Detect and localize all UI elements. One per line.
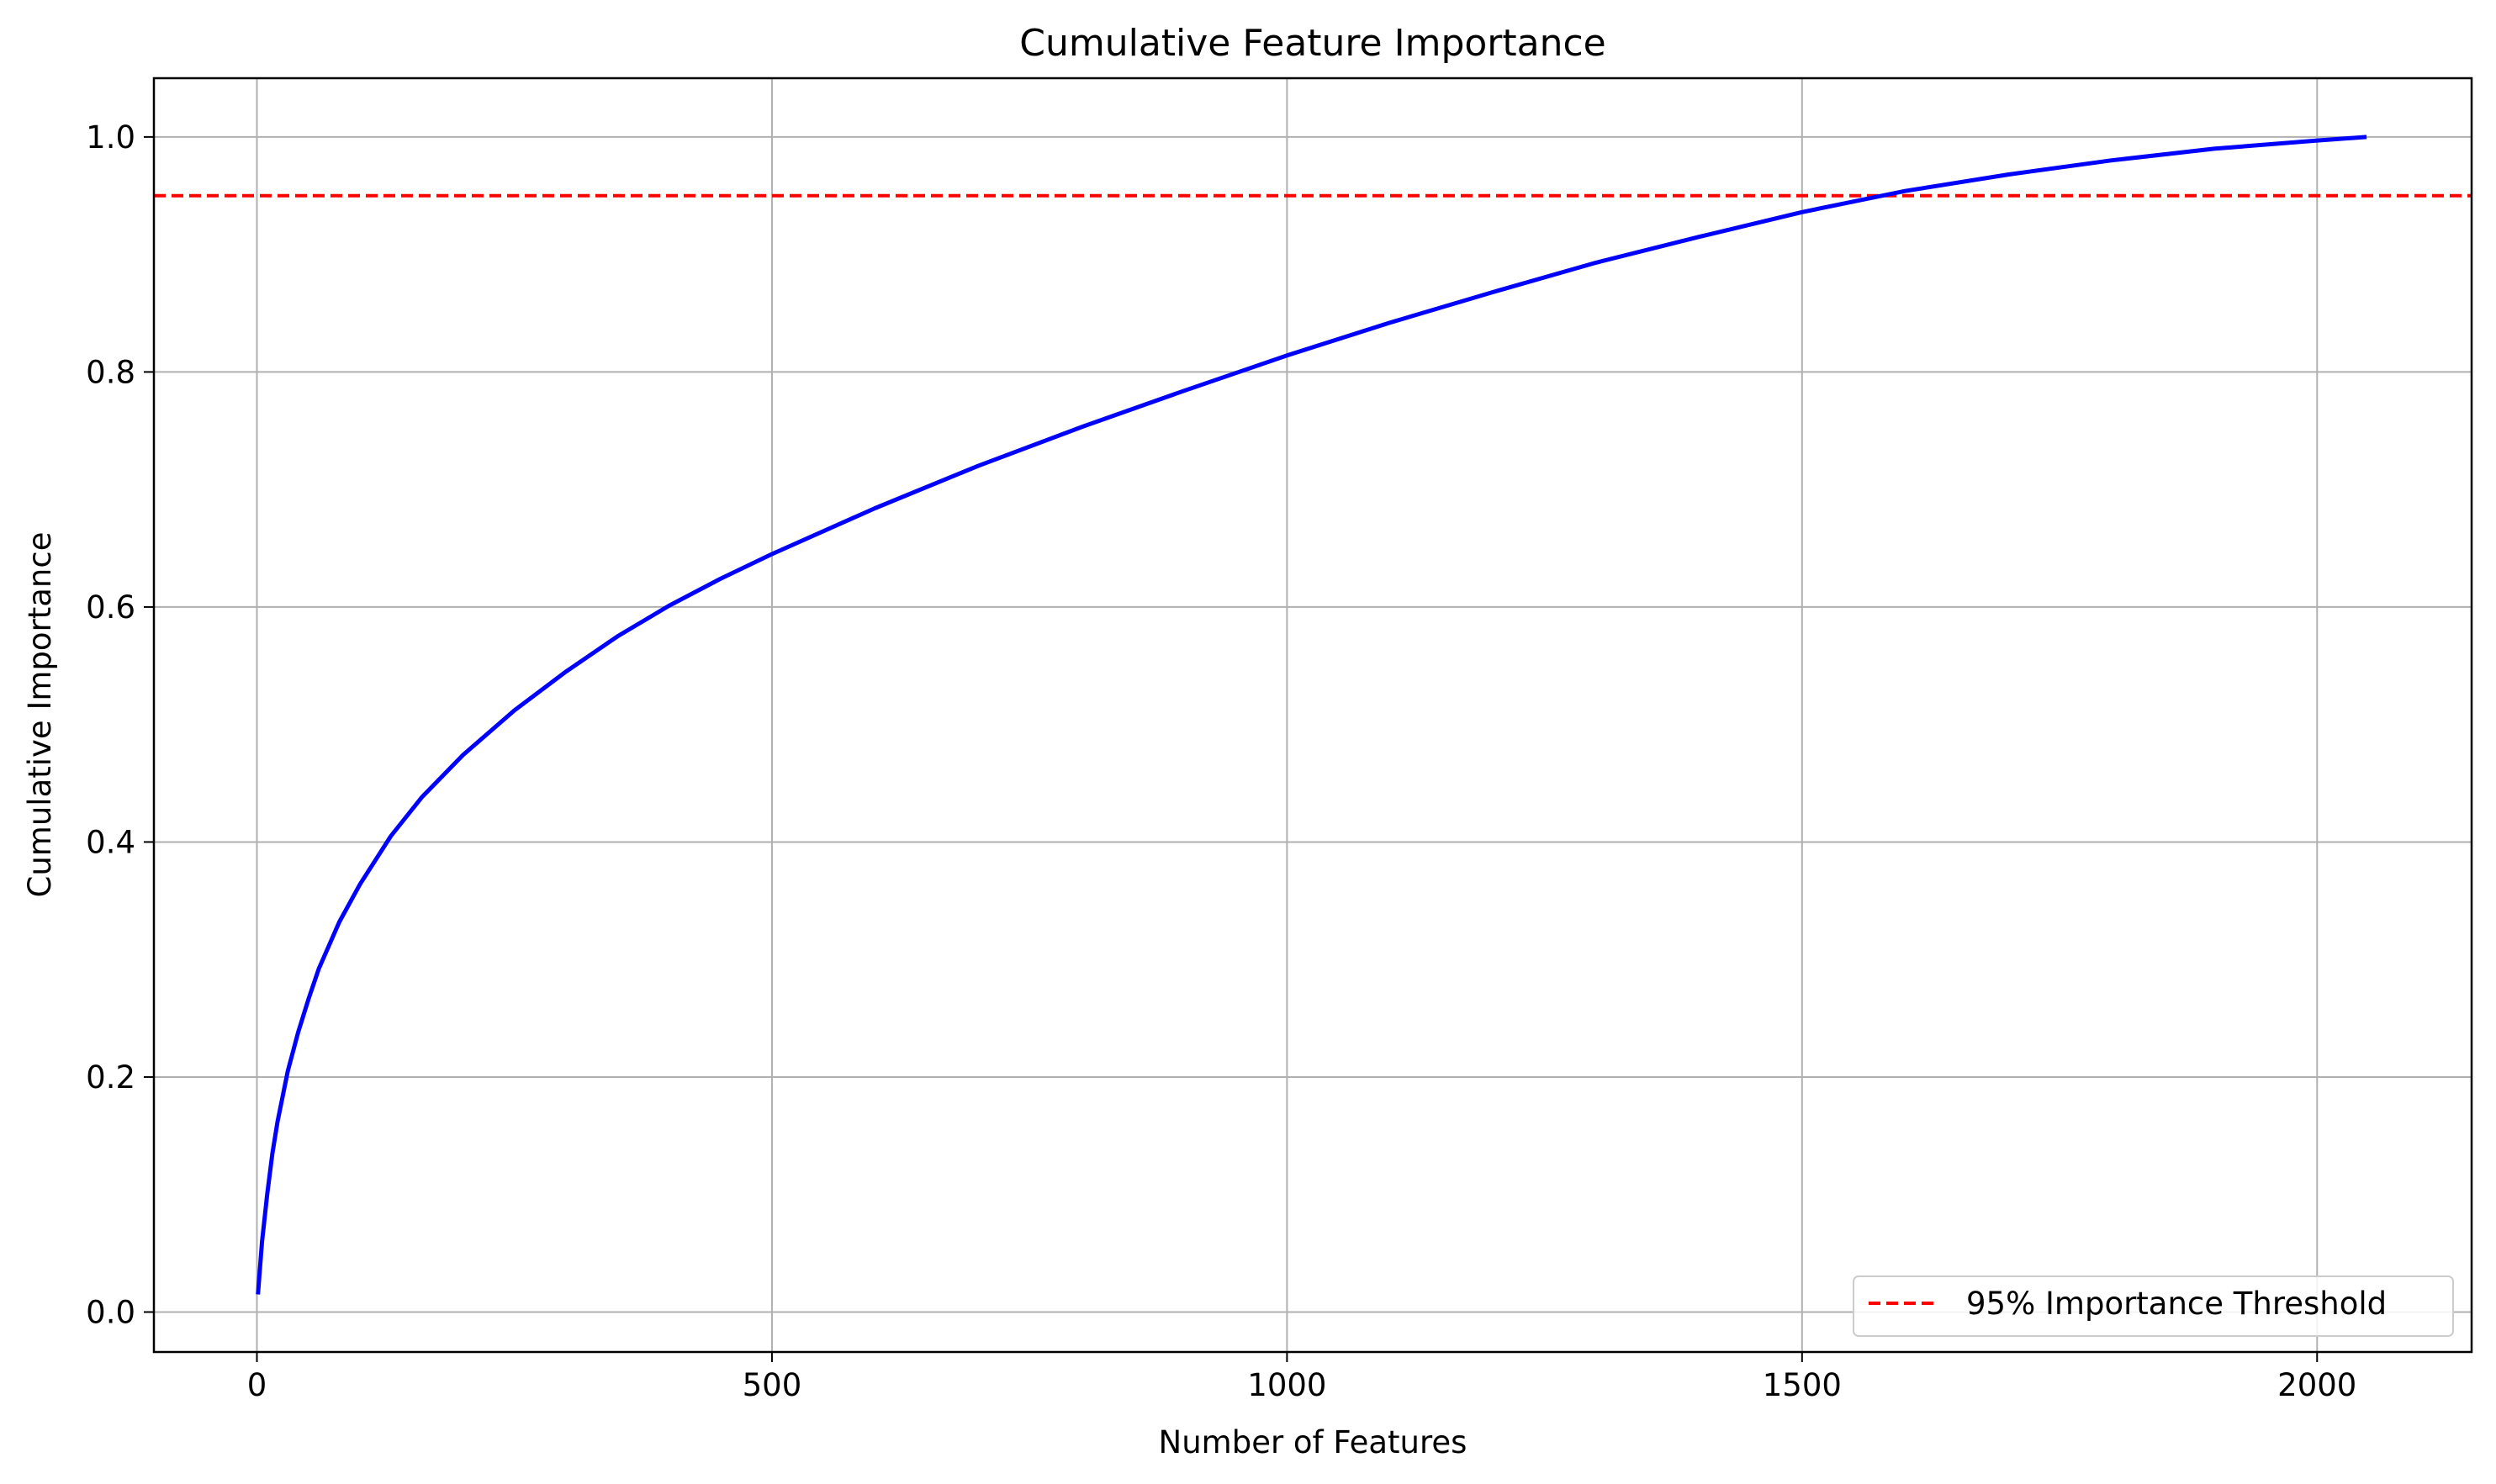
- legend-threshold-label: 95% Importance Threshold: [1966, 1286, 2387, 1322]
- chart-title: Cumulative Feature Importance: [1019, 22, 1606, 65]
- legend: 95% Importance Threshold: [1853, 1275, 2454, 1337]
- x-tick-label: 1500: [1763, 1367, 1842, 1403]
- cumulative-importance-line: [256, 135, 2367, 1295]
- y-tick-label: 0.0: [86, 1294, 135, 1330]
- y-tick-label: 0.6: [86, 589, 135, 626]
- grid: [154, 78, 2472, 1352]
- y-tick-label: 0.8: [86, 354, 135, 390]
- x-tick-label: 2000: [2277, 1367, 2356, 1403]
- y-tick-label: 0.4: [86, 824, 135, 860]
- x-tick-label: 1000: [1247, 1367, 1326, 1403]
- x-tick-label: 500: [743, 1367, 802, 1403]
- series-layer: [256, 135, 2367, 1295]
- x-tick-label: 0: [247, 1367, 267, 1403]
- y-tick-label: 0.2: [86, 1059, 135, 1096]
- x-axis-title: Number of Features: [1159, 1424, 1467, 1460]
- plot-frame: [152, 77, 2473, 1354]
- y-axis-title: Cumulative Importance: [22, 532, 58, 898]
- legend-box: [1853, 1275, 2454, 1337]
- y-tick-label: 1.0: [86, 119, 135, 156]
- ticks: 0 500 1000 1500 2000 0.0 0.2 0.4 0.6 0.8 1.0: [86, 119, 2356, 1403]
